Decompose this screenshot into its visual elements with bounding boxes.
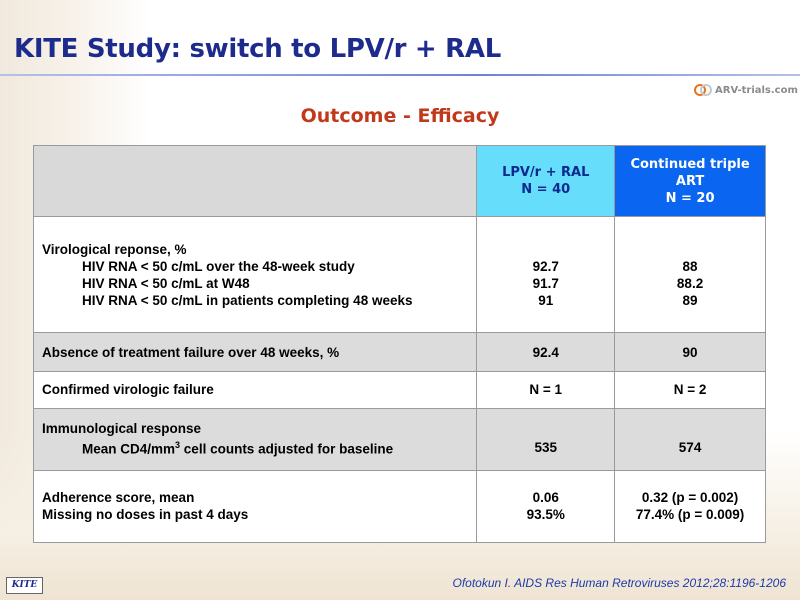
virologic-failure-label: Confirmed virologic failure <box>32 370 478 409</box>
logo-icon <box>694 84 712 96</box>
virological-triple-cell: 88 88.2 89 <box>614 216 766 334</box>
table-row-adherence: Adherence score, mean Missing no doses i… <box>32 469 766 544</box>
source-citation: Ofotokun I. AIDS Res Human Retroviruses … <box>452 576 786 590</box>
header-lpv-name: LPV/r + RAL <box>502 165 590 181</box>
adherence-triple-value: 77.4% (p = 0.009) <box>635 507 745 523</box>
section-subtitle: Outcome - Efficacy <box>300 105 500 127</box>
virological-triple-value: 88 <box>682 258 698 274</box>
virological-item-label: HIV RNA < 50 c/mL over the 48-week study <box>82 258 355 274</box>
immunological-triple-cell: 574 <box>614 407 766 471</box>
adherence-lpv-value: 93.5% <box>526 507 565 523</box>
immunological-sub-sup: 3 <box>175 440 181 451</box>
immunological-sub-post: cell counts adjusted for baseline <box>180 441 394 457</box>
title-divider <box>0 74 800 76</box>
adherence-triple-cell: 0.32 (p = 0.002) 77.4% (p = 0.009) <box>614 469 766 544</box>
immunological-lpv-cell: 535 <box>476 407 616 471</box>
immunological-sub-label: Mean CD4/mm3 cell counts adjusted for ba… <box>42 437 476 458</box>
header-empty-cell <box>32 144 478 218</box>
table-row-immunological: Immunological response Mean CD4/mm3 cell… <box>32 407 766 471</box>
table-header-row: LPV/r + RAL N = 40 Continued triple ART … <box>32 144 766 218</box>
virological-triple-value: 88.2 <box>676 275 704 291</box>
virological-lpv-value: 91.7 <box>532 275 559 291</box>
immunological-label-cell: Immunological response Mean CD4/mm3 cell… <box>32 407 478 471</box>
immunological-triple-value: 574 <box>678 440 702 456</box>
table-row-treatment-failure: Absence of treatment failure over 48 wee… <box>32 332 766 372</box>
virological-lpv-value: 92.7 <box>532 258 559 274</box>
virological-lpv-cell: 92.7 91.7 91 <box>476 216 616 334</box>
table-row-virologic-failure: Confirmed virologic failure N = 1 N = 2 <box>32 370 766 409</box>
virological-label-cell: Virological reponse, % HIV RNA < 50 c/mL… <box>32 216 478 334</box>
immunological-label: Immunological response <box>42 421 202 437</box>
adherence-label: Missing no doses in past 4 days <box>42 507 249 523</box>
immunological-lpv-value: 535 <box>534 440 557 456</box>
treatment-failure-label: Absence of treatment failure over 48 wee… <box>32 332 478 372</box>
virological-triple-value: 89 <box>682 292 698 308</box>
header-triple-name: Continued triple ART <box>630 156 750 189</box>
arv-trials-logo: ARV-trials.com <box>694 80 798 100</box>
adherence-lpv-cell: 0.06 93.5% <box>476 469 616 544</box>
header-lpv-ral: LPV/r + RAL N = 40 <box>476 144 616 218</box>
table-row-virological: Virological reponse, % HIV RNA < 50 c/mL… <box>32 216 766 334</box>
adherence-label: Adherence score, mean <box>42 490 195 506</box>
adherence-triple-value: 0.32 (p = 0.002) <box>641 490 739 506</box>
virologic-failure-lpv-value: N = 1 <box>476 370 616 409</box>
header-triple-art: Continued triple ART N = 20 <box>614 144 766 218</box>
virologic-failure-triple-value: N = 2 <box>614 370 766 409</box>
virological-label: Virological reponse, % <box>42 241 187 257</box>
slide-title: KITE Study: switch to LPV/r + RAL <box>14 34 501 64</box>
adherence-lpv-value: 0.06 <box>532 490 559 506</box>
immunological-sub-pre: Mean CD4/mm <box>82 441 176 457</box>
logo-text: ARV-trials.com <box>715 84 798 96</box>
virological-item-label: HIV RNA < 50 c/mL in patients completing… <box>82 292 413 308</box>
treatment-failure-lpv-value: 92.4 <box>476 332 616 372</box>
kite-badge: KITE <box>6 577 43 594</box>
header-lpv-n: N = 40 <box>521 182 571 198</box>
header-triple-n: N = 20 <box>665 190 715 206</box>
treatment-failure-triple-value: 90 <box>614 332 766 372</box>
adherence-label-cell: Adherence score, mean Missing no doses i… <box>32 469 478 544</box>
efficacy-table: LPV/r + RAL N = 40 Continued triple ART … <box>32 144 766 544</box>
virological-lpv-value: 91 <box>538 292 554 308</box>
virological-item-label: HIV RNA < 50 c/mL at W48 <box>82 275 250 291</box>
